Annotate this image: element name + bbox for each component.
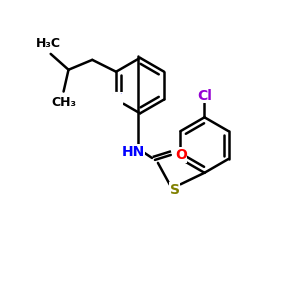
Text: N: N [110,92,122,106]
Text: HN: HN [122,145,145,159]
Text: CH₃: CH₃ [51,96,76,109]
Text: Cl: Cl [197,88,212,103]
Text: O: O [175,148,187,162]
Text: H₃C: H₃C [36,38,61,50]
Text: S: S [170,183,180,196]
